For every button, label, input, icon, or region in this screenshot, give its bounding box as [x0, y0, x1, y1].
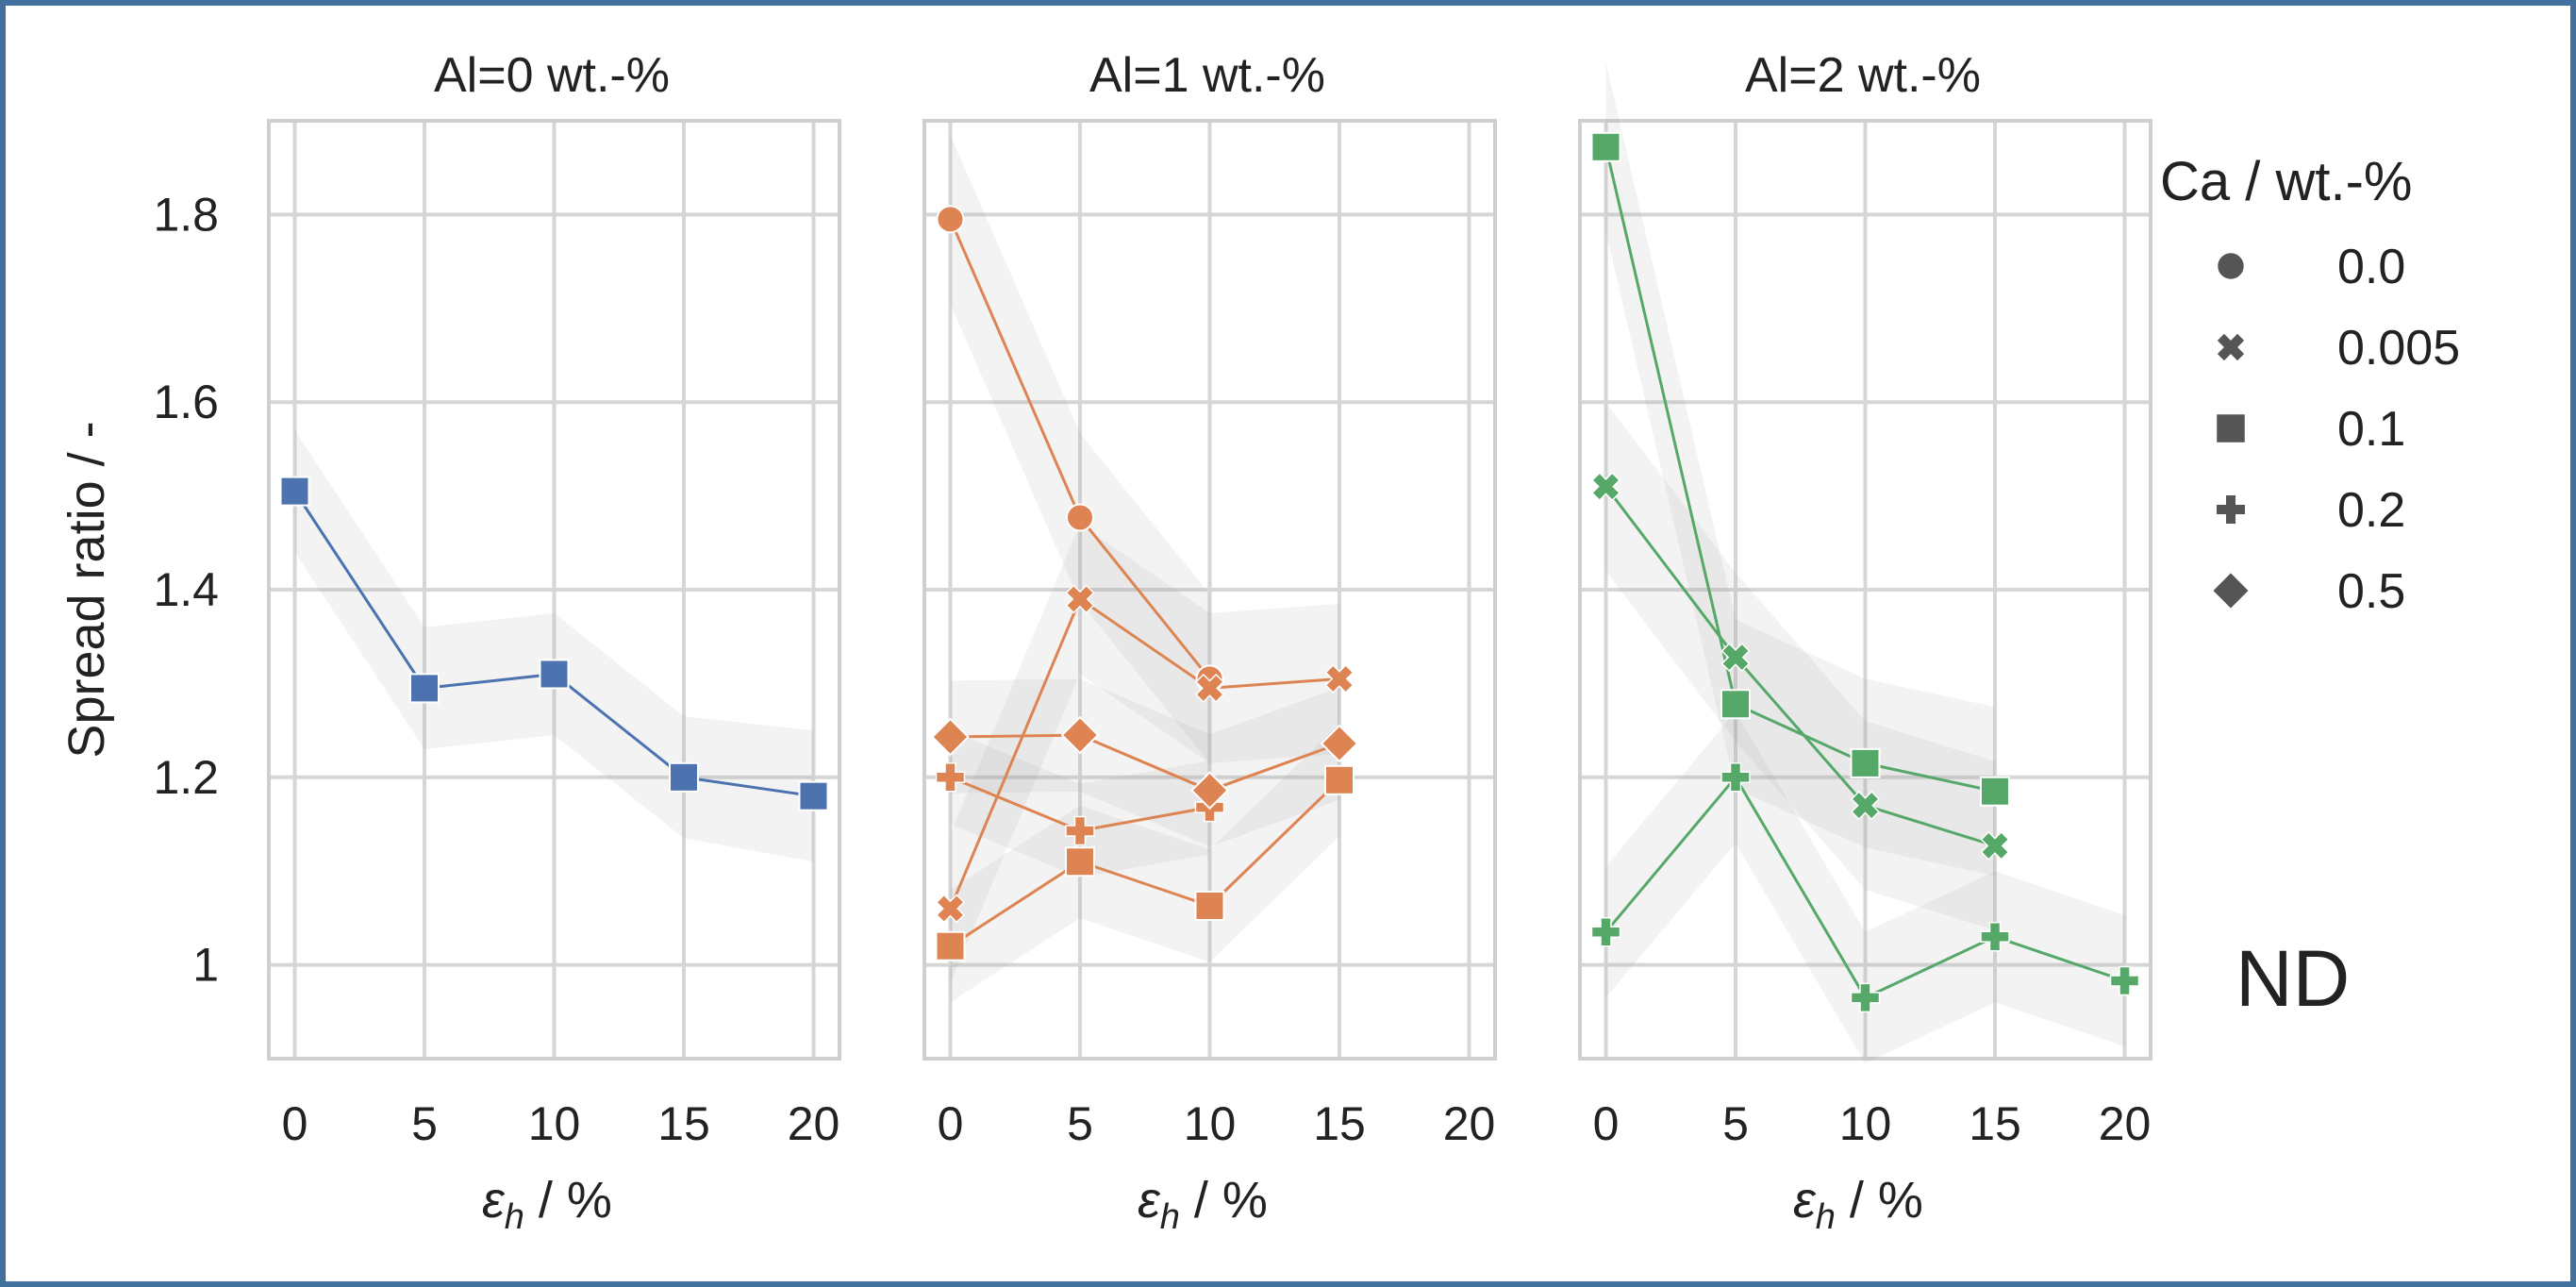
y-tick-label: 1.6: [153, 376, 219, 428]
data-point-ca-0.1: [1324, 764, 1354, 795]
panel-al-1: 0 5 10 15 20: [922, 119, 1497, 1150]
legend-label-0: 0.0: [2337, 240, 2405, 294]
x-tick-label: 0: [282, 1097, 308, 1150]
x-tick-label: 0: [1593, 1097, 1620, 1150]
ci-band-ca-0.0: [950, 134, 1210, 763]
x-tick-label: 20: [788, 1097, 840, 1150]
x-tick-label: 5: [411, 1097, 438, 1150]
plot-frame: [1578, 119, 2152, 1061]
legend-marker-diamond: [2210, 570, 2252, 611]
ci-band-ca-0.2: [1605, 711, 2125, 1063]
x-tick-label: 0: [938, 1097, 964, 1150]
legend-label-2: 0.1: [2337, 402, 2405, 457]
plot-frame: [267, 119, 841, 1061]
data-point-ca-0.1: [409, 673, 440, 704]
data-point-ca-0.2: [1720, 762, 1751, 793]
x-tick-label: 15: [657, 1097, 710, 1150]
panel-title-al-1: Al=1 wt.-%: [1089, 48, 1325, 103]
panel-title-al-0: Al=0 wt.-%: [434, 48, 670, 103]
panel-al-0: 0 5 10 15 20 1 1.2 1.4 1.6 1.8: [153, 119, 841, 1150]
data-point-ca-0.1: [798, 780, 829, 811]
legend-marker-circle: [2216, 251, 2246, 281]
ci-band-ca-0.1: [950, 724, 1339, 1003]
ci-band-ca-0.005: [1605, 402, 1995, 930]
legend-marker-square: [2215, 412, 2247, 444]
ci-band-ca-0.2: [950, 730, 1210, 878]
data-point-ca-0.1: [1980, 776, 2010, 807]
data-point-ca-0.0: [936, 205, 965, 234]
data-point-ca-0.1: [669, 761, 699, 793]
series-line-ca-0.005: [1604, 485, 1996, 847]
data-point-ca-0.5: [1060, 715, 1100, 755]
x-tick-label: 15: [1969, 1097, 2021, 1150]
data-point-ca-0.1: [935, 930, 966, 961]
panel-al-2: 0 5 10 15 20: [1578, 62, 2152, 1150]
x-axis-label-al-2: εh / %: [1793, 1172, 1923, 1237]
x-tick-label: 5: [1722, 1097, 1749, 1150]
y-tick-label: 1.2: [153, 751, 219, 804]
data-point-ca-0.2: [935, 762, 966, 793]
x-tick-label: 5: [1067, 1097, 1093, 1150]
x-tick-label: 20: [1443, 1097, 1496, 1150]
data-point-ca-0.0: [1066, 503, 1094, 532]
legend-marker-x: [2215, 331, 2247, 363]
data-point-ca-0.005: [1590, 472, 1621, 502]
series-line-ca-0.1: [949, 778, 1341, 947]
legend-label-3: 0.2: [2337, 483, 2405, 538]
data-point-ca-0.1: [279, 476, 310, 507]
data-point-ca-0.1: [1194, 890, 1225, 921]
x-tick-label: 10: [528, 1097, 581, 1150]
y-tick-label: 1: [192, 939, 219, 992]
x-tick-label: 10: [1839, 1097, 1892, 1150]
x-tick-label: 20: [2099, 1097, 2152, 1150]
ci-band-ca-0.005: [950, 524, 1339, 984]
plot-frame: [922, 119, 1497, 1061]
x-axis-label-al-1: εh / %: [1138, 1172, 1268, 1237]
data-point-ca-0.1: [1720, 689, 1751, 720]
y-axis-label: Spread ratio / -: [58, 421, 115, 758]
legend: Ca / wt.-% 0.0 0.005 0.1 0.2 0.5: [2160, 151, 2460, 619]
series-line-ca-0.005: [949, 596, 1340, 910]
series-line-ca-0.5: [950, 733, 1340, 793]
x-tick-label: 15: [1313, 1097, 1366, 1150]
data-point-ca-0.005: [935, 894, 966, 924]
data-point-ca-0.2: [2109, 965, 2140, 996]
data-point-ca-0.1: [1590, 131, 1621, 162]
data-point-ca-0.1: [1065, 846, 1095, 878]
y-tick-label: 1.8: [153, 188, 219, 241]
data-point-ca-0.2: [1850, 982, 1881, 1013]
legend-label-1: 0.005: [2337, 321, 2460, 376]
data-point-ca-0.005: [1324, 663, 1354, 694]
data-point-ca-0.005: [1720, 643, 1751, 673]
legend-title: Ca / wt.-%: [2160, 151, 2413, 212]
data-point-ca-0.2: [1590, 917, 1621, 947]
data-point-ca-0.005: [1980, 830, 2010, 861]
legend-marker-plus: [2215, 493, 2247, 526]
data-point-ca-0.5: [931, 717, 970, 757]
data-point-ca-0.5: [1190, 771, 1229, 811]
legend-label-4: 0.5: [2337, 564, 2405, 619]
nd-annotation: ND: [2235, 934, 2350, 1023]
y-tick-label: 1.4: [153, 563, 219, 616]
data-point-ca-0.1: [1850, 747, 1881, 778]
data-point-ca-0.005: [1194, 673, 1225, 703]
ci-band-ca-0.1: [294, 430, 814, 862]
data-point-ca-0.005: [1850, 791, 1881, 821]
data-point-ca-0.2: [1980, 922, 2010, 952]
x-tick-label: 10: [1184, 1097, 1237, 1150]
data-point-ca-0.5: [1320, 724, 1359, 763]
data-point-ca-0.1: [539, 659, 570, 690]
x-axis-label-al-0: εh / %: [482, 1172, 612, 1237]
legend-markers: [2210, 251, 2252, 611]
data-point-ca-0.2: [1065, 815, 1095, 846]
series-line-ca-0.1: [1604, 146, 1996, 794]
ci-band-ca-0.1: [1605, 62, 1995, 877]
panel-title-al-2: Al=2 wt.-%: [1745, 48, 1981, 103]
data-point-ca-0.005: [1065, 584, 1095, 614]
